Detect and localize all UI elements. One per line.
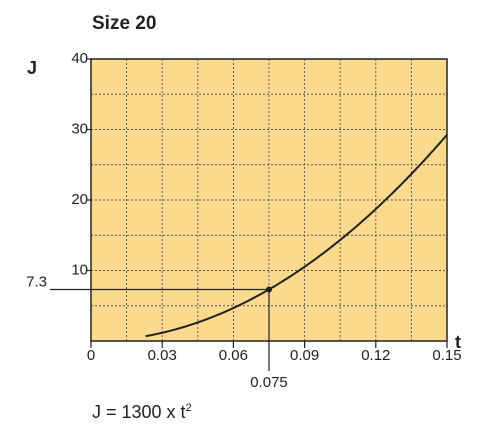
y-tick-label: 30 (71, 121, 88, 138)
x-tick-label: 0.03 (148, 347, 177, 364)
formula-superscript: 2 (186, 402, 192, 414)
formula-text: J = 1300 x t (92, 402, 186, 422)
y-tick-label: 20 (71, 191, 88, 208)
x-tick-label: 0.09 (290, 347, 319, 364)
formula-label: J = 1300 x t2 (92, 402, 192, 422)
marker-x-label: 0.075 (250, 374, 288, 391)
y-tick-label: 40 (71, 50, 88, 67)
x-tick-label: 0 (87, 347, 95, 364)
chart-title: Size 20 (92, 13, 156, 34)
y-axis-label: J (27, 58, 37, 78)
x-tick-label: 0.12 (361, 347, 390, 364)
y-tick-label: 10 (71, 262, 88, 279)
marker-y-label: 7.3 (26, 274, 47, 291)
x-tick-label: 0.06 (219, 347, 248, 364)
x-tick-label: 0.15 (432, 347, 461, 364)
